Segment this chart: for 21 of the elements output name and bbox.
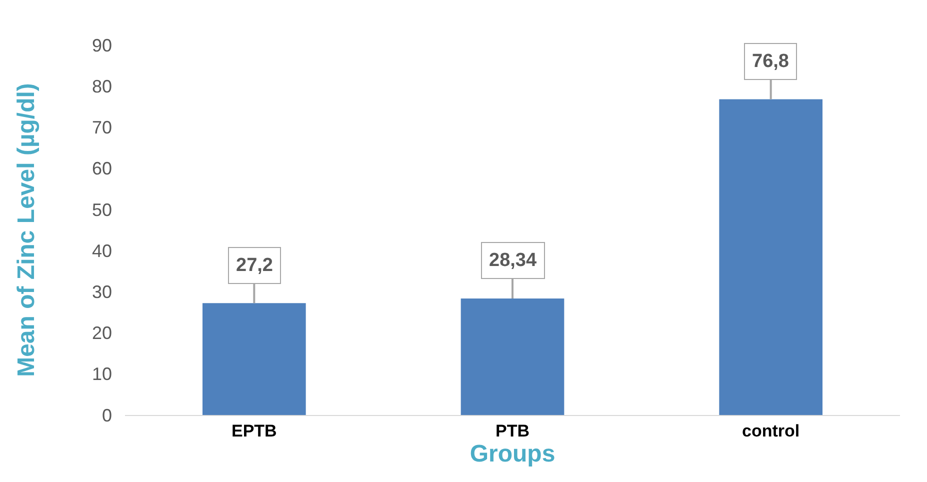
data-label: 76,8 bbox=[752, 51, 789, 72]
y-tick-label: 60 bbox=[92, 158, 112, 179]
y-tick-label: 10 bbox=[92, 364, 112, 384]
y-tick-label: 40 bbox=[92, 240, 112, 261]
y-axis-title: Mean of Zinc Level (µg/dl) bbox=[13, 83, 40, 377]
y-tick-label: 50 bbox=[92, 200, 112, 220]
x-tick-label: PTB bbox=[496, 421, 530, 440]
y-tick-label: 20 bbox=[92, 323, 112, 344]
x-tick-label: EPTB bbox=[232, 421, 277, 440]
bar bbox=[202, 303, 306, 415]
y-tick-label: 30 bbox=[92, 282, 112, 302]
x-tick-label: control bbox=[742, 421, 800, 440]
y-tick-label: 0 bbox=[102, 405, 112, 426]
x-axis-title: Groups bbox=[470, 440, 556, 468]
y-tick-label: 80 bbox=[92, 76, 112, 96]
data-label: 27,2 bbox=[236, 255, 273, 276]
bar bbox=[719, 99, 822, 415]
data-label: 28,34 bbox=[489, 250, 537, 271]
y-tick-label: 70 bbox=[92, 118, 112, 138]
bar bbox=[460, 298, 564, 415]
y-tick-label: 90 bbox=[92, 35, 112, 56]
